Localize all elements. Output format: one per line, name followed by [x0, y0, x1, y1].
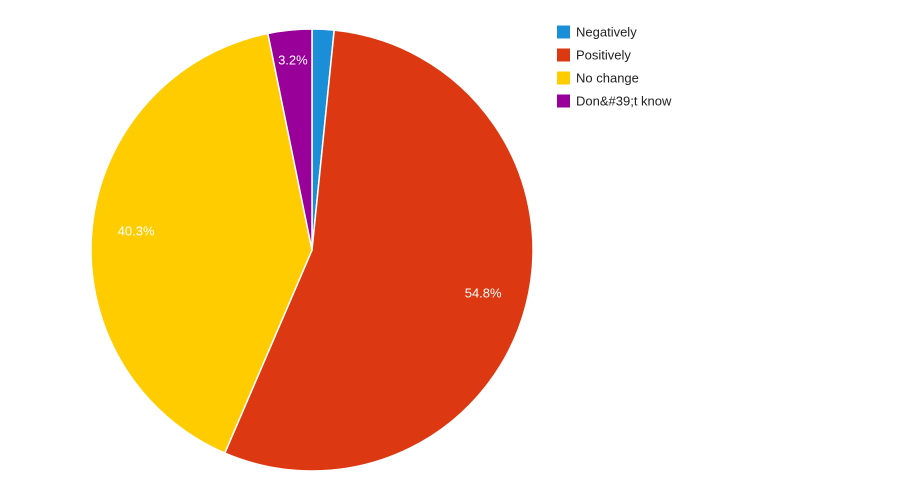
legend-label-negatively: Negatively — [576, 24, 637, 39]
legend-swatch-dont-know — [557, 94, 570, 108]
legend-label-no-change: No change — [576, 70, 639, 85]
data-label-dont-know: 3.2% — [278, 52, 308, 67]
legend-swatch-negatively — [557, 25, 570, 39]
pie-slice-dont-know — [266, 28, 313, 251]
data-label-positively: 54.8% — [465, 286, 502, 301]
legend-swatch-no-change — [557, 71, 570, 85]
data-label-no-change: 40.3% — [118, 223, 155, 238]
pie-slice-positively — [223, 29, 534, 472]
pie-data-labels: 54.8% 40.3% 3.2% — [118, 52, 502, 300]
legend-label-dont-know: Don&#39;t know — [576, 93, 672, 108]
legend-swatch-positively — [557, 48, 570, 62]
legend: Negatively Positively No change Don&#39;t k… — [557, 24, 672, 108]
pie-slices — [90, 28, 534, 472]
legend-label-positively: Positively — [576, 47, 631, 62]
pie-slice-no-change — [90, 32, 313, 455]
